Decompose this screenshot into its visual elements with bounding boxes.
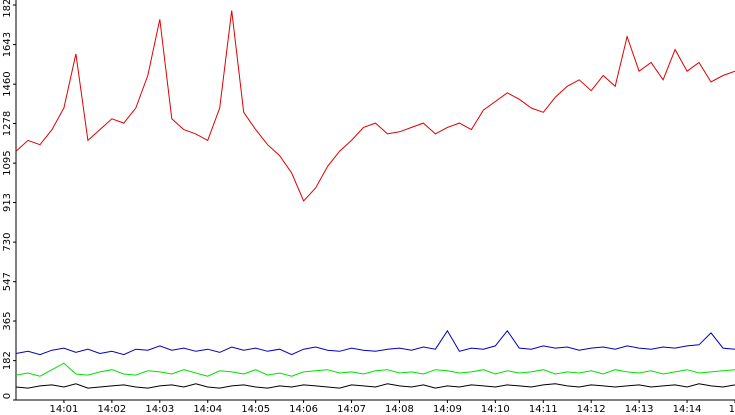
y-tick-label: 730 — [2, 233, 13, 252]
x-tick-label: 14:10 — [481, 404, 510, 415]
x-tick-label: 14:09 — [433, 404, 462, 415]
y-tick-label: 1826 — [2, 0, 13, 18]
y-tick-label: 1095 — [2, 150, 13, 175]
x-tick-label: 14 — [729, 404, 735, 415]
series-line — [15, 383, 735, 389]
x-tick-label: 14:08 — [385, 404, 414, 415]
x-tick-label: 14:13 — [625, 404, 654, 415]
x-tick-label: 14:03 — [145, 404, 174, 415]
y-tick-label: 0 — [2, 393, 13, 399]
series-line — [15, 10, 735, 202]
y-tick-label: 1278 — [2, 111, 13, 136]
series-line — [15, 329, 735, 356]
x-tick-label: 14:12 — [577, 404, 606, 415]
series-line — [15, 362, 735, 377]
x-tick-label: 14:07 — [337, 404, 366, 415]
y-tick-label: 547 — [2, 272, 13, 291]
x-tick-label: 14:06 — [289, 404, 318, 415]
x-tick-label: 14:02 — [97, 404, 126, 415]
y-tick-label: 1460 — [2, 71, 13, 96]
x-tick-label: 14:05 — [241, 404, 270, 415]
y-tick-label: 365 — [2, 311, 13, 330]
x-tick-label: 14:11 — [529, 404, 558, 415]
y-tick-label: 1643 — [2, 32, 13, 57]
y-tick-label: 182 — [2, 351, 13, 370]
x-tick-label: 14:04 — [193, 404, 222, 415]
x-tick-label: 14:01 — [50, 404, 79, 415]
y-tick-label: 913 — [2, 193, 13, 212]
x-tick-label: 14:14 — [673, 404, 702, 415]
